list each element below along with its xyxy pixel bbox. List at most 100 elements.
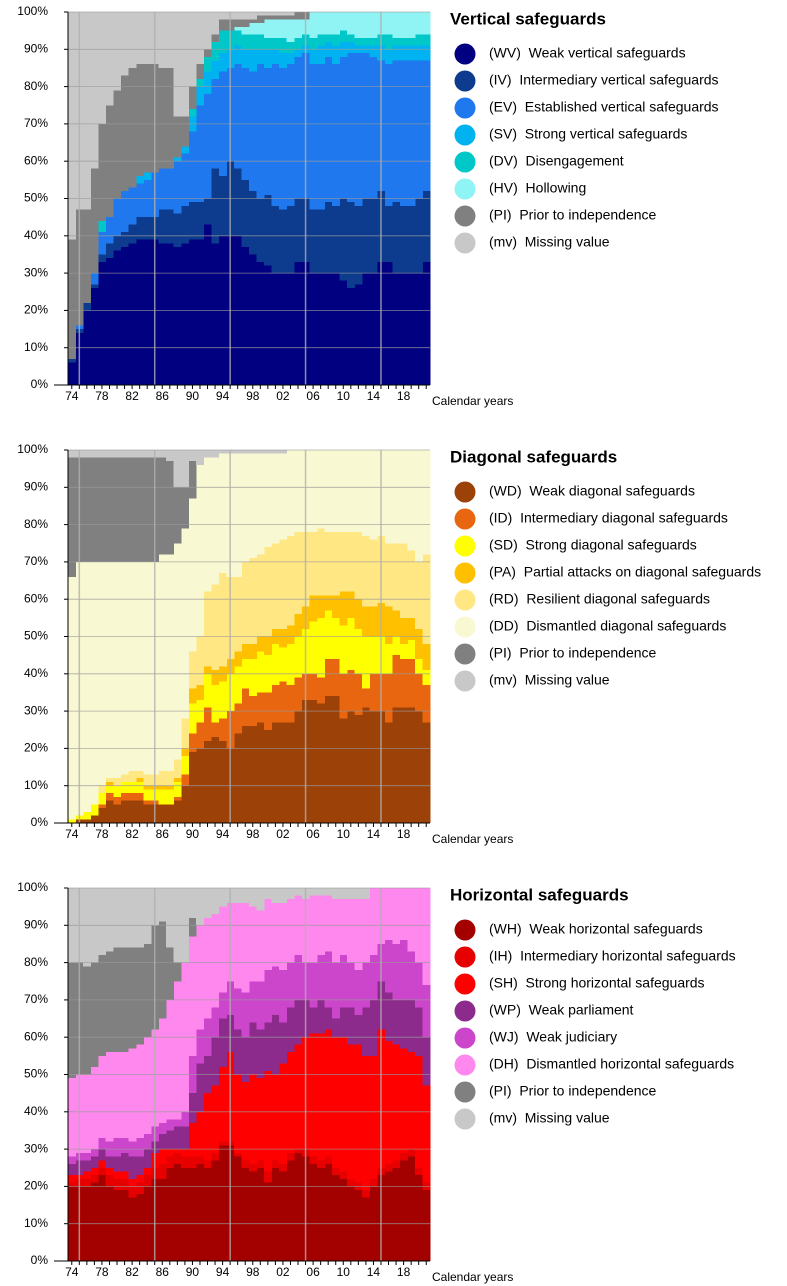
segment <box>309 1033 318 1157</box>
segment <box>173 1149 182 1153</box>
segment <box>196 79 205 87</box>
segment <box>181 1149 190 1157</box>
segment <box>128 1197 137 1261</box>
segment <box>166 554 174 771</box>
segment <box>135 239 144 385</box>
segment <box>279 1022 288 1064</box>
y-tick-label: 70% <box>24 992 48 1006</box>
segment <box>249 71 257 192</box>
segment <box>286 535 295 626</box>
segment <box>362 899 371 963</box>
segment <box>407 1052 416 1150</box>
segment <box>414 658 423 674</box>
legend-label: (RD) Resilient diagonal safeguards <box>489 591 710 607</box>
segment <box>188 450 197 462</box>
segment <box>98 804 107 809</box>
segment <box>68 12 76 240</box>
segment <box>339 1171 348 1179</box>
segment <box>181 748 190 756</box>
segment <box>264 12 273 16</box>
segment <box>166 168 174 210</box>
segment <box>347 1007 355 1045</box>
segment <box>354 1044 363 1183</box>
y-tick-label: 10% <box>24 1216 48 1230</box>
legend-label: (mv) Missing value <box>489 234 610 250</box>
legend-label: (mv) Missing value <box>489 1110 610 1126</box>
segment <box>211 1160 220 1261</box>
segment <box>233 168 242 236</box>
segment <box>384 888 393 941</box>
segment <box>309 273 318 385</box>
segment <box>113 457 122 562</box>
segment <box>128 12 137 68</box>
segment <box>120 246 129 385</box>
segment <box>98 12 107 124</box>
segment <box>316 209 325 274</box>
x-axis-label: Calendar years <box>432 832 513 846</box>
segment <box>407 640 416 659</box>
segment <box>286 450 295 536</box>
segment <box>120 1052 129 1138</box>
legend-label: (SV) Strong vertical safeguards <box>489 126 687 142</box>
segment <box>166 12 174 68</box>
segment <box>324 610 333 659</box>
segment <box>143 561 152 775</box>
segment <box>128 224 137 244</box>
segment <box>83 1152 92 1161</box>
legend-swatch <box>454 232 476 254</box>
segment <box>98 261 107 385</box>
segment <box>233 453 242 577</box>
x-tick-label: 82 <box>125 827 139 841</box>
legend-swatch <box>454 589 476 611</box>
segment <box>90 815 99 823</box>
segment <box>316 999 325 1034</box>
segment <box>68 1175 76 1183</box>
legend-swatch <box>454 97 476 119</box>
segment <box>331 450 340 533</box>
segment <box>233 1156 242 1261</box>
segment <box>294 532 303 615</box>
segment <box>113 198 122 236</box>
segment <box>143 239 152 385</box>
segment <box>218 19 227 31</box>
segment <box>256 910 265 982</box>
segment <box>264 729 273 823</box>
segment <box>158 789 167 805</box>
segment <box>309 209 318 274</box>
segment <box>113 1137 122 1157</box>
segment <box>158 785 167 790</box>
segment <box>120 1190 129 1261</box>
segment <box>241 26 250 35</box>
segment <box>309 1007 318 1034</box>
y-tick-label: 0% <box>31 1253 49 1267</box>
segment <box>354 899 363 971</box>
segment <box>399 1048 408 1153</box>
segment <box>354 12 363 39</box>
segment <box>316 703 325 823</box>
segment <box>354 1190 363 1261</box>
segment <box>271 12 280 16</box>
segment <box>339 955 348 1008</box>
segment <box>414 34 423 46</box>
segment <box>188 1156 197 1168</box>
segment <box>271 643 280 685</box>
segment <box>203 198 212 225</box>
segment <box>316 617 325 678</box>
segment <box>271 1074 280 1161</box>
segment <box>339 718 348 823</box>
x-tick-label: 74 <box>65 1265 79 1279</box>
segment <box>113 450 122 458</box>
segment <box>264 899 273 971</box>
segment <box>422 643 431 671</box>
segment <box>203 1160 212 1168</box>
segment <box>264 38 273 50</box>
segment <box>166 999 174 1120</box>
segment <box>294 999 303 1045</box>
segment <box>286 41 295 54</box>
segment <box>339 12 348 31</box>
segment <box>331 1175 340 1261</box>
segment <box>158 554 167 771</box>
segment <box>339 450 348 533</box>
y-tick-label: 60% <box>24 1029 48 1043</box>
segment <box>196 925 205 1030</box>
